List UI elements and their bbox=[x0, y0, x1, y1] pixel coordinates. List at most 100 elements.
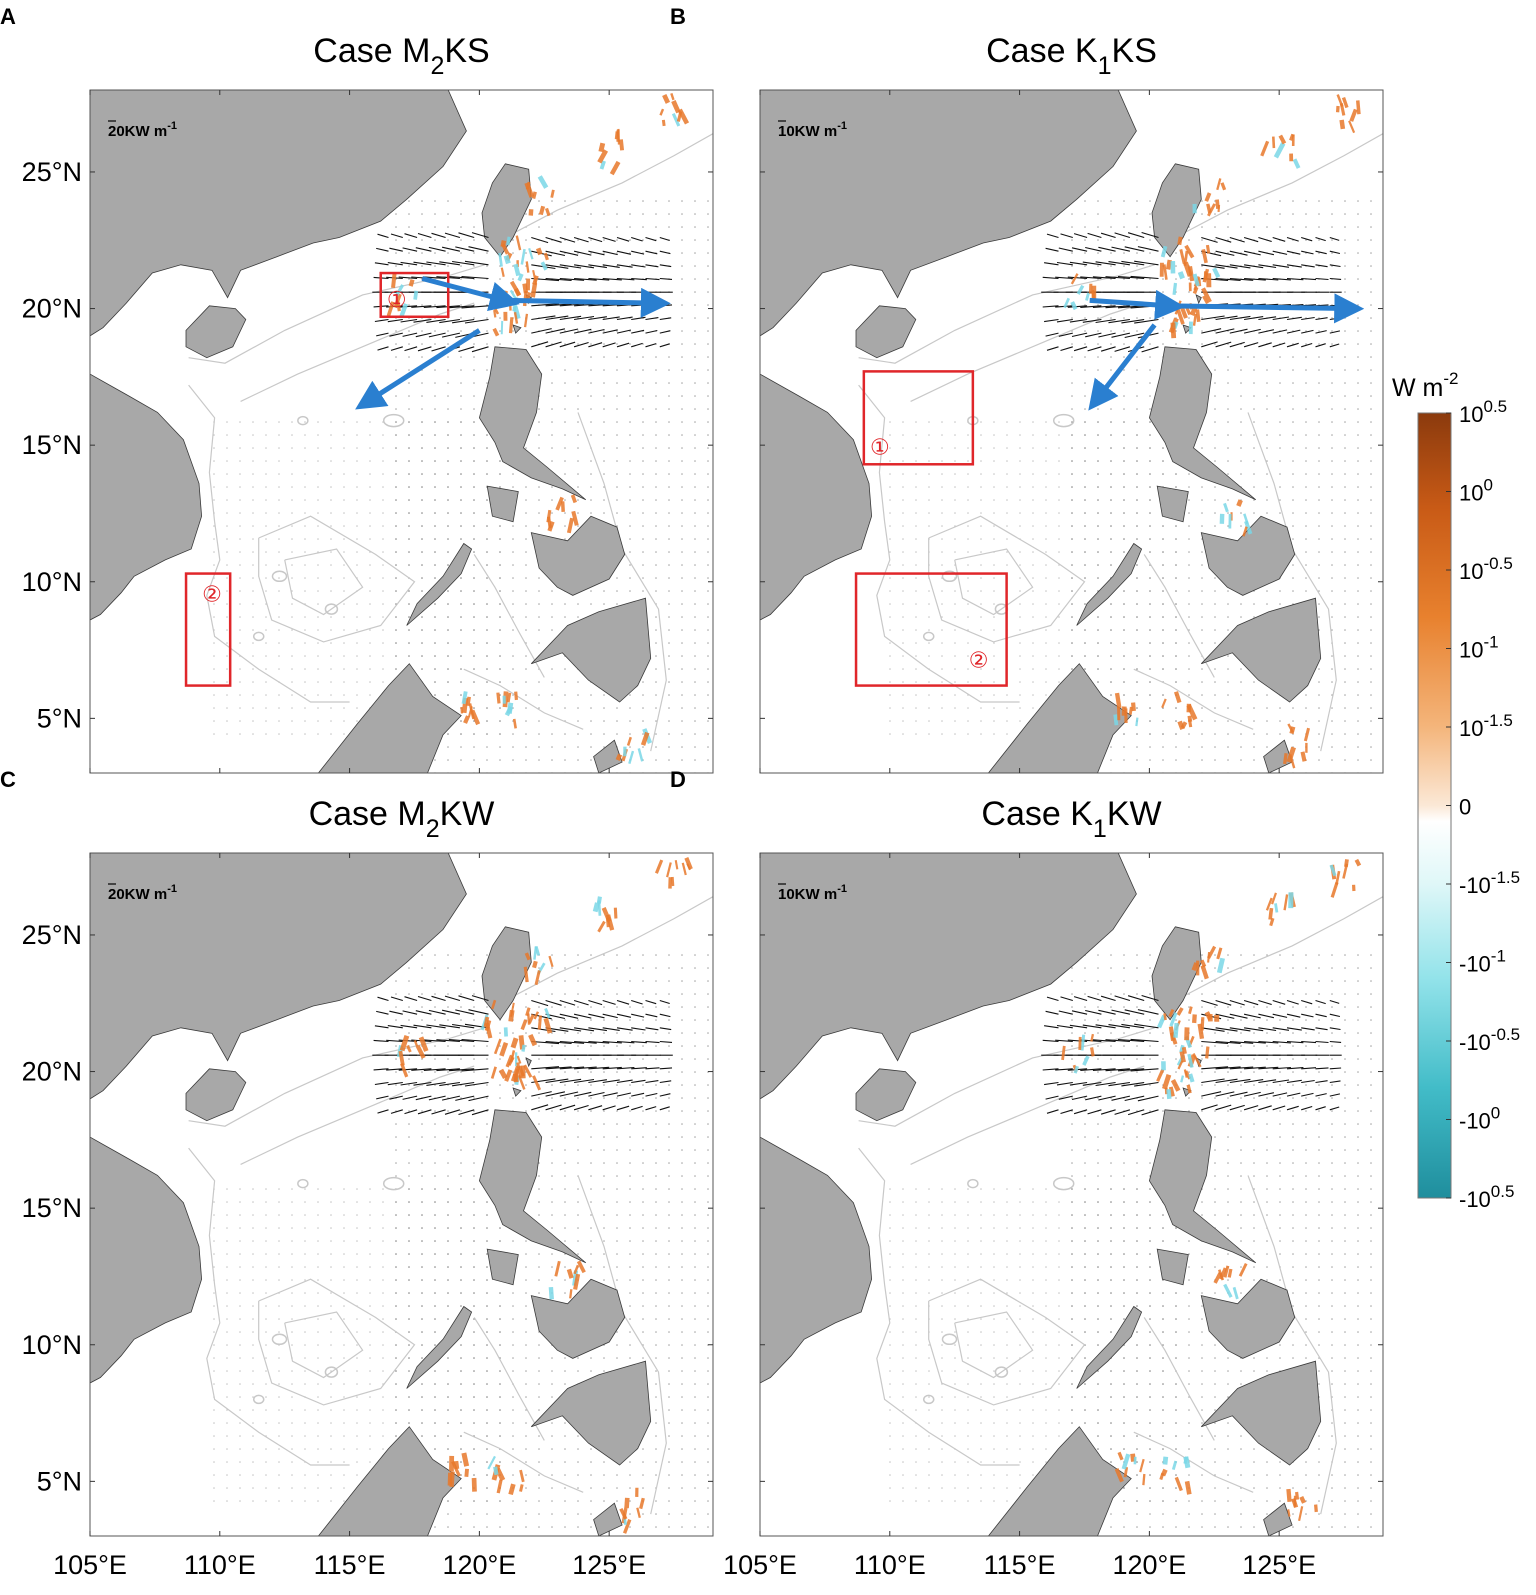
flux-arrow bbox=[464, 318, 489, 324]
flux-arrow bbox=[616, 1013, 632, 1018]
dissipation-patch bbox=[1165, 259, 1172, 270]
flux-arrow bbox=[390, 1109, 403, 1114]
dissipation-patch bbox=[513, 263, 521, 277]
flux-arrow bbox=[1272, 1066, 1291, 1070]
propagation-arrow bbox=[1088, 323, 1157, 411]
flux-arrow bbox=[645, 1067, 660, 1070]
flux-arrow bbox=[1258, 1105, 1272, 1111]
flux-arrow bbox=[631, 342, 643, 348]
dissipation-patch bbox=[487, 1455, 496, 1470]
dissipation-patch bbox=[1157, 1014, 1167, 1029]
dissipation-patch bbox=[500, 267, 505, 277]
flux-arrow bbox=[458, 232, 475, 239]
panel-letter: B bbox=[670, 4, 686, 29]
land-mass bbox=[530, 1278, 626, 1359]
dissipation-patch bbox=[516, 1055, 522, 1064]
lat-tick-label: 25°N bbox=[22, 920, 82, 950]
flux-arrow bbox=[602, 329, 618, 334]
lat-tick-label: 25°N bbox=[22, 157, 82, 187]
flux-arrow bbox=[573, 999, 589, 1006]
flux-arrow bbox=[545, 341, 562, 348]
flux-arrow bbox=[1243, 236, 1259, 243]
dissipation-patch bbox=[471, 1477, 477, 1492]
isobath-contour bbox=[858, 1027, 1155, 1127]
dissipation-patch bbox=[525, 261, 530, 273]
dissipation-patch bbox=[510, 1065, 521, 1082]
flux-arrow bbox=[1056, 1024, 1073, 1029]
land-mass bbox=[855, 305, 917, 359]
flux-arrow bbox=[1130, 275, 1159, 280]
dissipation-patch bbox=[1179, 1051, 1186, 1063]
flux-arrow bbox=[1055, 1068, 1073, 1071]
land-mass bbox=[1195, 294, 1202, 305]
dissipation-patch bbox=[622, 1518, 632, 1534]
flux-arrow bbox=[573, 1091, 592, 1097]
land-mass bbox=[1151, 926, 1202, 1021]
flux-arrow bbox=[464, 260, 489, 266]
dissipation-patch bbox=[1227, 1268, 1233, 1278]
dissipation-patch bbox=[503, 1027, 508, 1037]
colorbar-tick-label: -100.5 bbox=[1459, 1182, 1514, 1212]
dissipation-patch bbox=[573, 1264, 580, 1275]
dissipation-patch bbox=[570, 494, 578, 504]
dissipation-patch bbox=[1169, 1012, 1178, 1027]
flux-arrow bbox=[1244, 264, 1264, 269]
isobath-contour bbox=[463, 1431, 584, 1493]
flux-arrow bbox=[1301, 1067, 1317, 1070]
flux-arrow bbox=[1286, 342, 1299, 348]
flux-arrow bbox=[531, 315, 556, 321]
dissipation-patch bbox=[1177, 236, 1183, 246]
flux-arrow bbox=[413, 1024, 432, 1029]
dissipation-patch bbox=[513, 311, 519, 324]
dissipation-patch bbox=[1121, 1453, 1131, 1470]
propagation-arrow bbox=[355, 328, 481, 410]
dissipation-patch bbox=[394, 284, 405, 297]
seamount-contour bbox=[922, 1394, 935, 1405]
dissipation-patch bbox=[506, 692, 512, 703]
flux-arrow bbox=[1329, 1080, 1341, 1084]
flux-arrow bbox=[1301, 1105, 1313, 1111]
dissipation-patch bbox=[532, 269, 538, 285]
flux-arrow bbox=[616, 316, 633, 321]
flux-arrow bbox=[404, 996, 418, 1002]
flux-arrow bbox=[1286, 1013, 1301, 1018]
dissipation-patch bbox=[537, 1015, 542, 1030]
flux-arrow bbox=[1301, 1013, 1314, 1018]
lat-tick-label: 5°N bbox=[37, 1466, 82, 1496]
land-mass bbox=[486, 485, 519, 523]
dissipation-patch bbox=[1131, 702, 1136, 712]
flux-arrow bbox=[417, 232, 432, 239]
dissipation-patch bbox=[1293, 1495, 1297, 1507]
flux-arrow bbox=[1087, 346, 1102, 352]
dissipation-patch bbox=[1289, 726, 1296, 735]
dissipation-patch bbox=[1207, 203, 1216, 217]
flux-arrow bbox=[1258, 250, 1275, 256]
flux-arrow bbox=[1201, 1027, 1225, 1032]
dissipation-patch bbox=[1204, 1011, 1213, 1021]
dissipation-patch bbox=[528, 247, 534, 260]
dissipation-patch bbox=[516, 1062, 523, 1079]
land-mass bbox=[1182, 324, 1192, 334]
flux-arrow bbox=[616, 1105, 630, 1111]
flux-arrow bbox=[428, 246, 446, 252]
isobath-contour bbox=[463, 668, 584, 730]
dissipation-patch bbox=[1080, 1034, 1086, 1051]
dissipation-patch bbox=[1303, 727, 1311, 742]
scale-arrow-label: 20KW m-1 bbox=[108, 883, 177, 903]
scale-arrow-label: 20KW m-1 bbox=[108, 120, 177, 140]
flux-arrow bbox=[1315, 330, 1327, 334]
scale-arrow-label: 10KW m-1 bbox=[778, 883, 847, 903]
flux-arrow bbox=[1111, 246, 1131, 252]
colorbar-tick-label: 100 bbox=[1459, 476, 1493, 506]
flux-arrow bbox=[574, 1027, 595, 1032]
dissipation-patch bbox=[1082, 1055, 1090, 1066]
flux-arrow bbox=[1215, 328, 1235, 334]
flux-arrow bbox=[659, 1093, 671, 1097]
flux-arrow bbox=[1229, 315, 1251, 321]
dissipation-patch bbox=[398, 1050, 405, 1066]
flux-arrow bbox=[1137, 246, 1159, 252]
dissipation-patch bbox=[1188, 321, 1193, 335]
dissipation-patch bbox=[521, 1044, 526, 1052]
land-mass bbox=[760, 1136, 873, 1384]
flux-arrow bbox=[1105, 1039, 1130, 1043]
